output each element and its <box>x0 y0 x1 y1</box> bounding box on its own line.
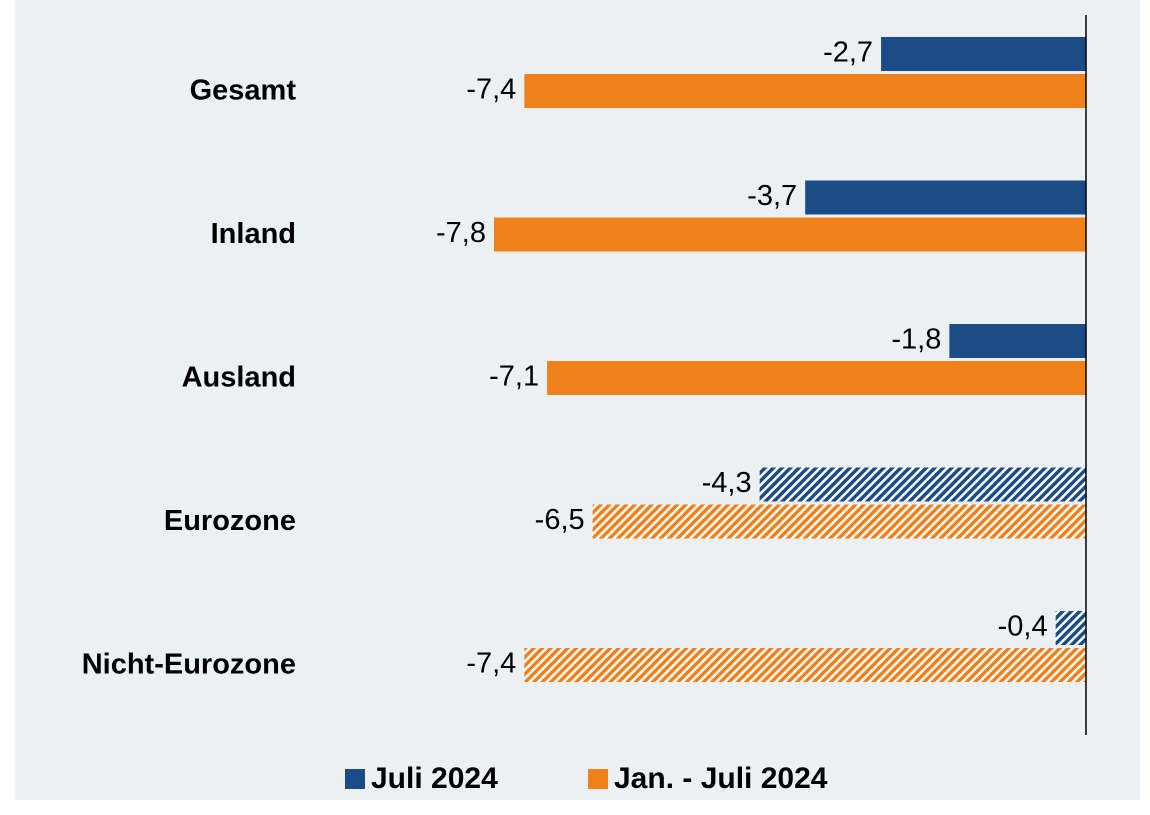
category-label: Nicht-Eurozone <box>82 649 296 681</box>
data-label: -4,3 <box>702 467 752 499</box>
data-label: -1,8 <box>891 324 941 356</box>
bar <box>881 37 1086 71</box>
category-label: Gesamt <box>190 75 297 107</box>
bar <box>949 324 1086 358</box>
bar <box>759 467 1086 502</box>
data-label: -0,4 <box>998 611 1048 643</box>
data-label: -7,8 <box>436 217 486 249</box>
data-label: -6,5 <box>535 504 585 536</box>
legend-swatch <box>345 769 365 789</box>
bar <box>1055 611 1086 645</box>
category-label: Ausland <box>182 362 296 394</box>
bar <box>805 180 1086 215</box>
data-label: -7,1 <box>489 361 539 393</box>
data-label: -7,4 <box>466 648 516 680</box>
category-label: Eurozone <box>164 505 296 537</box>
data-label: -7,4 <box>466 74 516 106</box>
bar <box>493 217 1087 252</box>
bar <box>524 648 1086 682</box>
category-label: Inland <box>211 218 296 250</box>
legend-label: Jan. - Juli 2024 <box>614 762 828 795</box>
data-label: -3,7 <box>747 180 797 212</box>
legend-label: Juli 2024 <box>371 762 498 795</box>
bar <box>547 361 1086 395</box>
legend-swatch <box>588 769 608 789</box>
data-label: -2,7 <box>823 37 873 69</box>
bar <box>592 504 1086 539</box>
bar <box>524 74 1086 108</box>
